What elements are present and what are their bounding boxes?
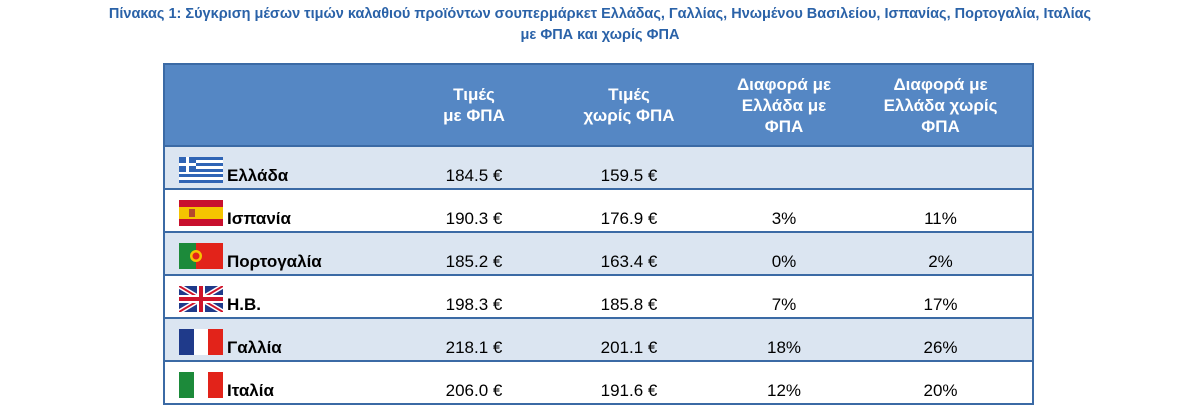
country-cell: Ελλάδα: [164, 145, 409, 189]
flag-portugal: [179, 243, 223, 269]
country: Πορτογαλία: [227, 252, 322, 271]
cell: [719, 145, 849, 189]
cell: 3%: [719, 188, 849, 232]
cell: 11%: [849, 188, 1033, 232]
price-table: Τιμές με ΦΠΑ Τιμές χωρίς ΦΠΑ Διαφορά με Ελλ…: [163, 63, 1034, 405]
header-line: ΦΠΑ: [764, 116, 804, 136]
cell: 26%: [849, 317, 1033, 361]
header-line: Τιμές: [608, 85, 650, 104]
country: Ιταλία: [227, 381, 274, 400]
header-cell: Διαφορά με Ελλάδα με ΦΠΑ: [719, 64, 849, 146]
cell: 206.0 €: [409, 360, 539, 404]
country-cell: Η.Β.: [164, 274, 409, 318]
row: Ελλάδα 184.5 € 159.5 €: [164, 145, 1033, 189]
country: Ελλάδα: [227, 166, 289, 185]
country-cell: Πορτογαλία: [164, 231, 409, 275]
header-line: χωρίς ΦΠΑ: [583, 106, 675, 125]
header-line: με ΦΠΑ: [443, 106, 505, 125]
cell: 20%: [849, 360, 1033, 404]
cell: 7%: [719, 274, 849, 318]
header-row: Τιμές με ΦΠΑ Τιμές χωρίς ΦΠΑ Διαφορά με Ελλ…: [164, 64, 1033, 146]
country: Ισπανία: [227, 209, 291, 228]
country: Γαλλία: [227, 338, 282, 357]
cell: 198.3 €: [409, 274, 539, 318]
cell: 2%: [849, 231, 1033, 275]
header-line: Ελλάδα με: [741, 95, 827, 115]
cell: 0%: [719, 231, 849, 275]
header-cell: Τιμές με ΦΠΑ: [409, 64, 539, 146]
row: Πορτογαλία 185.2 € 163.4 € 0% 2%: [164, 231, 1033, 275]
header-cell: Διαφορά με Ελλάδα χωρίς ΦΠΑ: [849, 64, 1033, 146]
country: Η.Β.: [227, 295, 261, 314]
cell: 185.2 €: [409, 231, 539, 275]
cell: 12%: [719, 360, 849, 404]
header-cell: Τιμές χωρίς ΦΠΑ: [539, 64, 719, 146]
cell: 201.1 €: [539, 317, 719, 361]
country-cell: Ισπανία: [164, 188, 409, 232]
cell: 190.3 €: [409, 188, 539, 232]
country-cell: Ιταλία: [164, 360, 409, 404]
title: Πίνακας 1: Σύγκριση μέσων τιμών καλαθιού…: [0, 4, 1200, 46]
cell: 17%: [849, 274, 1033, 318]
row: Ιταλία 206.0 € 191.6 € 12% 20%: [164, 360, 1033, 404]
row: Ισπανία 190.3 € 176.9 € 3% 11%: [164, 188, 1033, 232]
cell: 163.4 €: [539, 231, 719, 275]
row: Η.Β. 198.3 € 185.8 € 7% 17%: [164, 274, 1033, 318]
row: Γαλλία 218.1 € 201.1 € 18% 26%: [164, 317, 1033, 361]
header-line: Διαφορά με: [736, 74, 832, 94]
flag-spain: [179, 200, 223, 226]
header-line: ΦΠΑ: [921, 116, 960, 136]
cell: 184.5 €: [409, 145, 539, 189]
cell: 176.9 €: [539, 188, 719, 232]
header-cell: [164, 64, 409, 146]
cell: [849, 145, 1033, 189]
cell: 159.5 €: [539, 145, 719, 189]
header-line: Διαφορά με: [893, 74, 988, 94]
flag-italy: [179, 372, 223, 398]
header-line: Τιμές: [453, 85, 495, 104]
cell: 218.1 €: [409, 317, 539, 361]
flag-uk: [179, 286, 223, 312]
country-cell: Γαλλία: [164, 317, 409, 361]
flag-greece: [179, 157, 223, 183]
cell: 18%: [719, 317, 849, 361]
header-line: Ελλάδα χωρίς: [883, 95, 998, 115]
cell: 185.8 €: [539, 274, 719, 318]
cell: 191.6 €: [539, 360, 719, 404]
title-line: με ΦΠΑ και χωρίς ΦΠΑ: [520, 27, 680, 43]
title-line: Πίνακας 1: Σύγκριση μέσων τιμών καλαθιού…: [108, 6, 1092, 22]
flag-france: [179, 329, 223, 355]
